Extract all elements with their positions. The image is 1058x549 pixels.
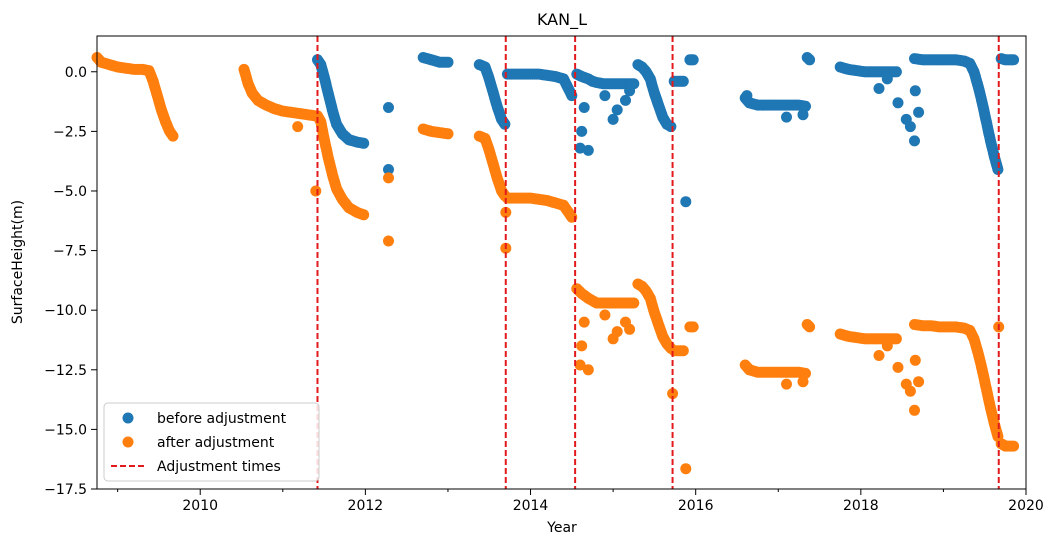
legend-marker-before <box>122 412 134 424</box>
data-point <box>667 388 679 400</box>
data-point <box>800 100 811 112</box>
data-point <box>909 135 920 147</box>
data-point <box>442 128 454 140</box>
data-point <box>800 367 811 379</box>
legend-label-after: after adjustment <box>157 435 275 451</box>
data-point <box>913 376 925 388</box>
legend-box <box>103 402 320 482</box>
data-point <box>797 376 809 388</box>
data-point <box>358 137 370 149</box>
data-point <box>442 56 454 68</box>
data-point <box>890 333 902 345</box>
x-tick-label: 2012 <box>348 498 384 514</box>
data-point <box>665 121 677 133</box>
data-point <box>804 321 816 333</box>
data-point <box>620 94 631 106</box>
data-point <box>890 66 902 78</box>
x-axis-label: Year <box>546 520 577 536</box>
legend-label-adjustment: Adjustment times <box>157 459 281 475</box>
data-point <box>599 309 611 321</box>
x-tick-label: 2018 <box>843 498 879 514</box>
data-point <box>881 340 893 352</box>
y-tick-label: −17.5 <box>44 482 87 498</box>
data-point <box>909 404 920 416</box>
y-tick-label: −7.5 <box>53 244 87 260</box>
legend: before adjustment after adjustment Adjus… <box>103 402 320 482</box>
data-point <box>677 345 689 357</box>
data-point <box>628 297 640 309</box>
data-point <box>499 118 511 130</box>
plot-frame <box>96 35 1027 490</box>
data-point <box>292 121 304 133</box>
plot-area <box>91 36 1020 489</box>
data-point <box>578 102 590 113</box>
y-tick-label: −10.0 <box>44 303 87 319</box>
x-tick-label: 2016 <box>678 498 714 514</box>
data-point <box>599 90 611 102</box>
data-point <box>576 340 588 352</box>
y-tick-label: 0.0 <box>65 65 87 81</box>
data-point <box>873 350 885 361</box>
data-point <box>383 172 394 184</box>
data-point <box>383 164 394 175</box>
data-point <box>624 323 636 335</box>
data-point <box>797 109 809 121</box>
data-point <box>909 85 921 97</box>
y-axis-label: SurfaceHeight(m) <box>10 200 26 324</box>
legend-label-before: before adjustment <box>157 411 287 427</box>
data-point <box>607 113 619 125</box>
series-before-adjustment <box>312 52 1020 208</box>
data-point <box>687 321 699 333</box>
data-point <box>383 102 394 113</box>
data-point <box>992 164 1004 175</box>
data-point <box>680 463 692 475</box>
data-point <box>781 111 792 123</box>
y-axis: 0.0 −2.5 −5.0 −7.5 −10.0 −12.5 −15.0 −17.5 <box>44 65 97 498</box>
data-point <box>582 144 594 156</box>
y-tick-label: −15.0 <box>44 422 87 438</box>
data-point <box>913 106 925 118</box>
data-point <box>383 235 394 247</box>
data-point <box>904 385 916 397</box>
data-point <box>624 85 636 97</box>
data-point <box>578 316 590 328</box>
y-tick-label: −12.5 <box>44 363 87 379</box>
data-point <box>310 185 322 197</box>
data-point <box>909 354 921 366</box>
data-point <box>167 130 179 142</box>
data-point <box>582 364 594 376</box>
data-point <box>611 326 623 338</box>
data-point <box>611 104 623 116</box>
data-point <box>892 361 904 373</box>
data-point <box>1008 54 1020 66</box>
data-point <box>781 378 792 390</box>
legend-marker-after <box>122 436 134 448</box>
series-after-adjustment <box>91 52 1020 475</box>
y-tick-label: −5.0 <box>53 184 87 200</box>
data-point <box>358 209 370 221</box>
data-point <box>741 90 753 102</box>
data-point <box>574 359 586 371</box>
x-axis: 2010 2012 2014 2016 2018 2020 <box>117 489 1044 514</box>
adjustment-time-lines <box>316 36 1000 489</box>
data-point <box>904 121 916 133</box>
y-tick-label: −2.5 <box>53 124 87 140</box>
data-point <box>892 97 904 109</box>
data-point <box>687 54 699 66</box>
x-tick-label: 2014 <box>513 498 549 514</box>
data-point <box>576 125 588 137</box>
data-point <box>804 54 816 66</box>
data-point <box>677 75 689 87</box>
data-point <box>1008 440 1020 452</box>
chart-title: KAN_L <box>537 10 587 30</box>
data-point <box>881 73 893 85</box>
data-point <box>873 83 885 94</box>
x-tick-label: 2020 <box>1008 498 1044 514</box>
data-point <box>680 196 692 208</box>
x-tick-label: 2010 <box>182 498 218 514</box>
